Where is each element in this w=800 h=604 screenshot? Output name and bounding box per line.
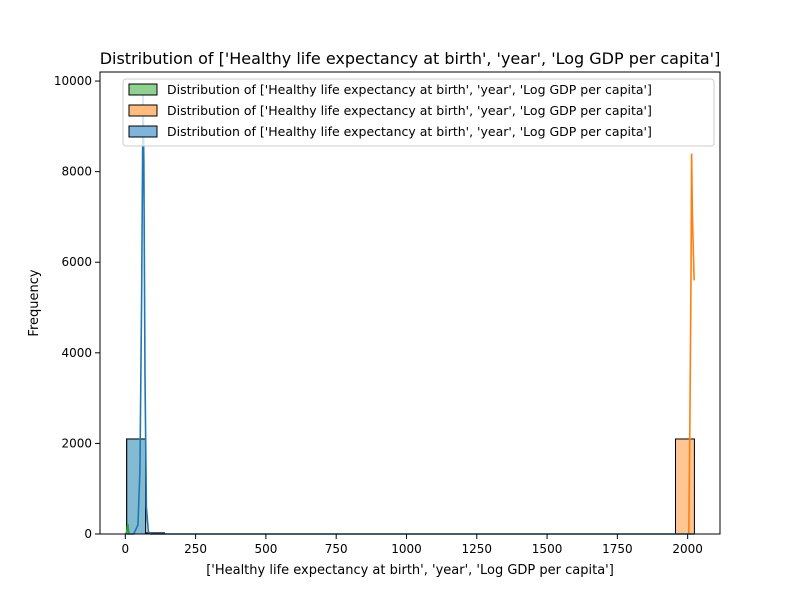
y-tick-label: 0: [84, 527, 92, 541]
x-tick-label: 250: [184, 542, 207, 556]
legend-swatch-year: [128, 104, 158, 117]
x-axis-ticks: 0 250 500 750 1000 1250 1500 1750 2000: [121, 534, 703, 556]
y-tick-label: 6000: [61, 255, 92, 269]
x-tick-label: 1250: [462, 542, 493, 556]
axes-frame: [99, 71, 721, 535]
x-tick-label: 500: [254, 542, 277, 556]
y-tick-label: 4000: [61, 346, 92, 360]
kde-line: [125, 523, 131, 535]
x-tick-label: 2000: [672, 542, 703, 556]
y-tick-label: 2000: [61, 436, 92, 450]
legend-label-healthy-life: Distribution of ['Healthy life expectanc…: [167, 124, 652, 139]
x-tick-label: 750: [325, 542, 348, 556]
kde-line: [687, 153, 695, 535]
y-axis-ticks: 0 2000 4000 6000 8000 10000: [54, 74, 100, 541]
legend-swatch-healthy-life: [128, 125, 158, 138]
x-axis-label: ['Healthy life expectancy at birth', 'ye…: [206, 563, 614, 578]
x-tick-label: 1000: [391, 542, 422, 556]
histogram-bar: [126, 438, 147, 535]
chart-title: Distribution of ['Healthy life expectanc…: [100, 49, 721, 68]
x-tick-label: 1750: [602, 542, 633, 556]
legend-frame: [122, 78, 715, 147]
y-tick-label: 10000: [54, 74, 92, 88]
legend-swatch-log-gdp: [128, 83, 158, 96]
x-tick-label: 0: [121, 542, 129, 556]
x-tick-label: 1500: [532, 542, 563, 556]
y-axis-label: Frequency: [27, 269, 42, 336]
histogram-bar: [674, 438, 695, 535]
legend-label-log-gdp: Distribution of ['Healthy life expectanc…: [167, 82, 652, 97]
legend: Distribution of ['Healthy life expectanc…: [122, 78, 715, 147]
legend-label-year: Distribution of ['Healthy life expectanc…: [167, 103, 652, 118]
y-tick-label: 8000: [61, 165, 92, 179]
